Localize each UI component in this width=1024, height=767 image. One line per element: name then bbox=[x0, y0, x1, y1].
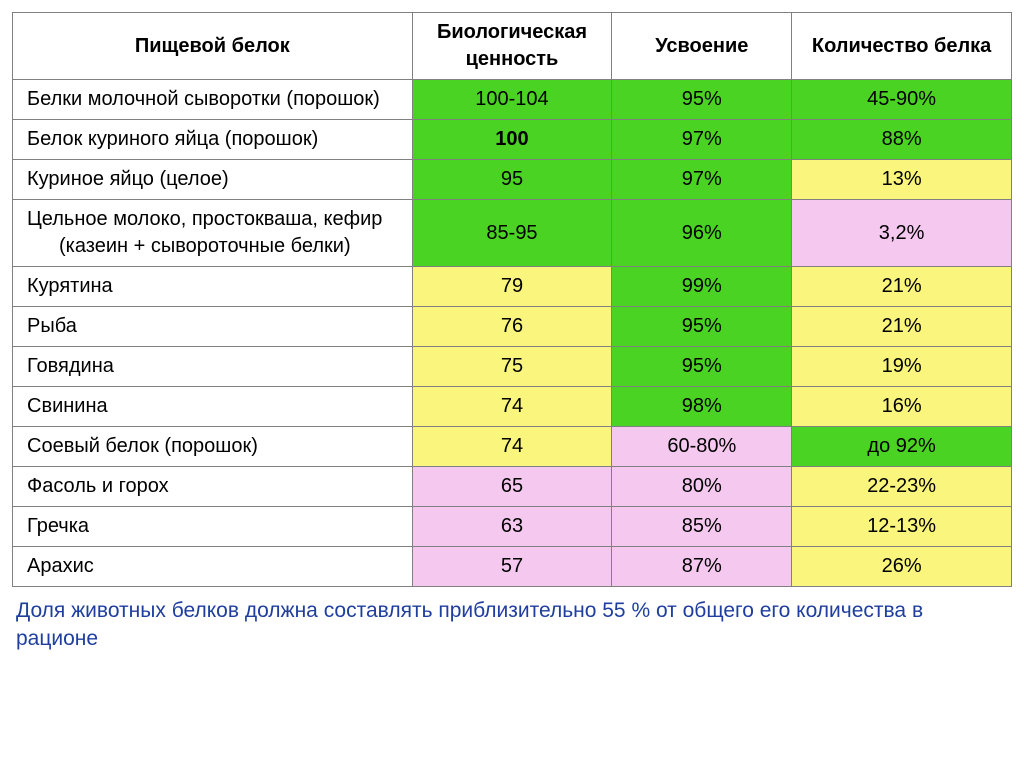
protein-name-cell: Цельное молоко, простокваша, кефир (казе… bbox=[13, 200, 413, 267]
column-header: Биологическая ценность bbox=[412, 13, 612, 80]
value-cell: 95 bbox=[412, 160, 612, 200]
value-cell: 22-23% bbox=[792, 467, 1012, 507]
value-cell: 76 bbox=[412, 307, 612, 347]
value-cell: 60-80% bbox=[612, 427, 792, 467]
protein-name-cell: Курятина bbox=[13, 267, 413, 307]
value-cell: до 92% bbox=[792, 427, 1012, 467]
protein-name-cell: Фасоль и горох bbox=[13, 467, 413, 507]
protein-name-cell: Белки молочной сыворотки (порошок) bbox=[13, 80, 413, 120]
column-header: Количество белка bbox=[792, 13, 1012, 80]
table-row: Цельное молоко, простокваша, кефир (казе… bbox=[13, 200, 1012, 267]
protein-name: Гречка bbox=[27, 513, 402, 540]
value-cell: 19% bbox=[792, 347, 1012, 387]
value-cell: 13% bbox=[792, 160, 1012, 200]
value-cell: 21% bbox=[792, 307, 1012, 347]
value-cell: 100 bbox=[412, 120, 612, 160]
protein-name-cell: Рыба bbox=[13, 307, 413, 347]
table-row: Говядина 7595%19% bbox=[13, 347, 1012, 387]
value-cell: 74 bbox=[412, 387, 612, 427]
value-cell: 96% bbox=[612, 200, 792, 267]
value-cell: 12-13% bbox=[792, 507, 1012, 547]
value-cell: 79 bbox=[412, 267, 612, 307]
table-row: Белок куриного яйца (порошок) 10097%88% bbox=[13, 120, 1012, 160]
protein-name: Говядина bbox=[27, 353, 402, 380]
protein-name-cell: Соевый белок (порошок) bbox=[13, 427, 413, 467]
value-cell: 100-104 bbox=[412, 80, 612, 120]
protein-table-head: Пищевой белокБиологическая ценностьУсвое… bbox=[13, 13, 1012, 80]
value-cell: 98% bbox=[612, 387, 792, 427]
value-cell: 80% bbox=[612, 467, 792, 507]
value-cell: 97% bbox=[612, 160, 792, 200]
protein-table: Пищевой белокБиологическая ценностьУсвое… bbox=[12, 12, 1012, 587]
value-cell: 45-90% bbox=[792, 80, 1012, 120]
protein-name-cell: Белок куриного яйца (порошок) bbox=[13, 120, 413, 160]
value-cell: 97% bbox=[612, 120, 792, 160]
value-cell: 16% bbox=[792, 387, 1012, 427]
table-row: Белки молочной сыворотки (порошок) 100-10… bbox=[13, 80, 1012, 120]
protein-name-cell: Арахис bbox=[13, 547, 413, 587]
protein-name: Соевый белок (порошок) bbox=[27, 433, 402, 460]
value-cell: 95% bbox=[612, 80, 792, 120]
protein-name: Свинина bbox=[27, 393, 402, 420]
footnote-text: Доля животных белков должна составлять п… bbox=[12, 597, 1012, 654]
table-row: Куриное яйцо (целое) 9597%13% bbox=[13, 160, 1012, 200]
protein-table-body: Белки молочной сыворотки (порошок) 100-10… bbox=[13, 80, 1012, 587]
column-header: Усвоение bbox=[612, 13, 792, 80]
protein-name: Белки молочной сыворотки (порошок) bbox=[27, 86, 402, 113]
protein-name-cell: Куриное яйцо (целое) bbox=[13, 160, 413, 200]
protein-name: Арахис bbox=[27, 553, 402, 580]
protein-name: Курятина bbox=[27, 273, 402, 300]
value-cell: 85% bbox=[612, 507, 792, 547]
protein-name: Цельное молоко, простокваша, кефир (казе… bbox=[27, 206, 402, 260]
column-header: Пищевой белок bbox=[13, 13, 413, 80]
value-cell: 85-95 bbox=[412, 200, 612, 267]
table-row: Гречка 6385%12-13% bbox=[13, 507, 1012, 547]
value-cell: 26% bbox=[792, 547, 1012, 587]
table-row: Фасоль и горох 6580%22-23% bbox=[13, 467, 1012, 507]
protein-name-cell: Гречка bbox=[13, 507, 413, 547]
table-row: Свинина 7498%16% bbox=[13, 387, 1012, 427]
table-row: Рыба 7695%21% bbox=[13, 307, 1012, 347]
protein-name: Белок куриного яйца (порошок) bbox=[27, 126, 402, 153]
value-cell: 95% bbox=[612, 307, 792, 347]
value-cell: 65 bbox=[412, 467, 612, 507]
table-row: Соевый белок (порошок) 7460-80%до 92% bbox=[13, 427, 1012, 467]
value-cell: 95% bbox=[612, 347, 792, 387]
table-row: Арахис 5787%26% bbox=[13, 547, 1012, 587]
value-cell: 75 bbox=[412, 347, 612, 387]
value-cell: 21% bbox=[792, 267, 1012, 307]
value-cell: 63 bbox=[412, 507, 612, 547]
value-cell: 3,2% bbox=[792, 200, 1012, 267]
value-cell: 88% bbox=[792, 120, 1012, 160]
protein-name: Куриное яйцо (целое) bbox=[27, 166, 402, 193]
protein-name-cell: Говядина bbox=[13, 347, 413, 387]
value-cell: 57 bbox=[412, 547, 612, 587]
protein-name: Фасоль и горох bbox=[27, 473, 402, 500]
table-row: Курятина 7999%21% bbox=[13, 267, 1012, 307]
value-cell: 87% bbox=[612, 547, 792, 587]
value-cell: 99% bbox=[612, 267, 792, 307]
protein-table-header-row: Пищевой белокБиологическая ценностьУсвое… bbox=[13, 13, 1012, 80]
protein-name-cell: Свинина bbox=[13, 387, 413, 427]
protein-name: Рыба bbox=[27, 313, 402, 340]
value-cell: 74 bbox=[412, 427, 612, 467]
